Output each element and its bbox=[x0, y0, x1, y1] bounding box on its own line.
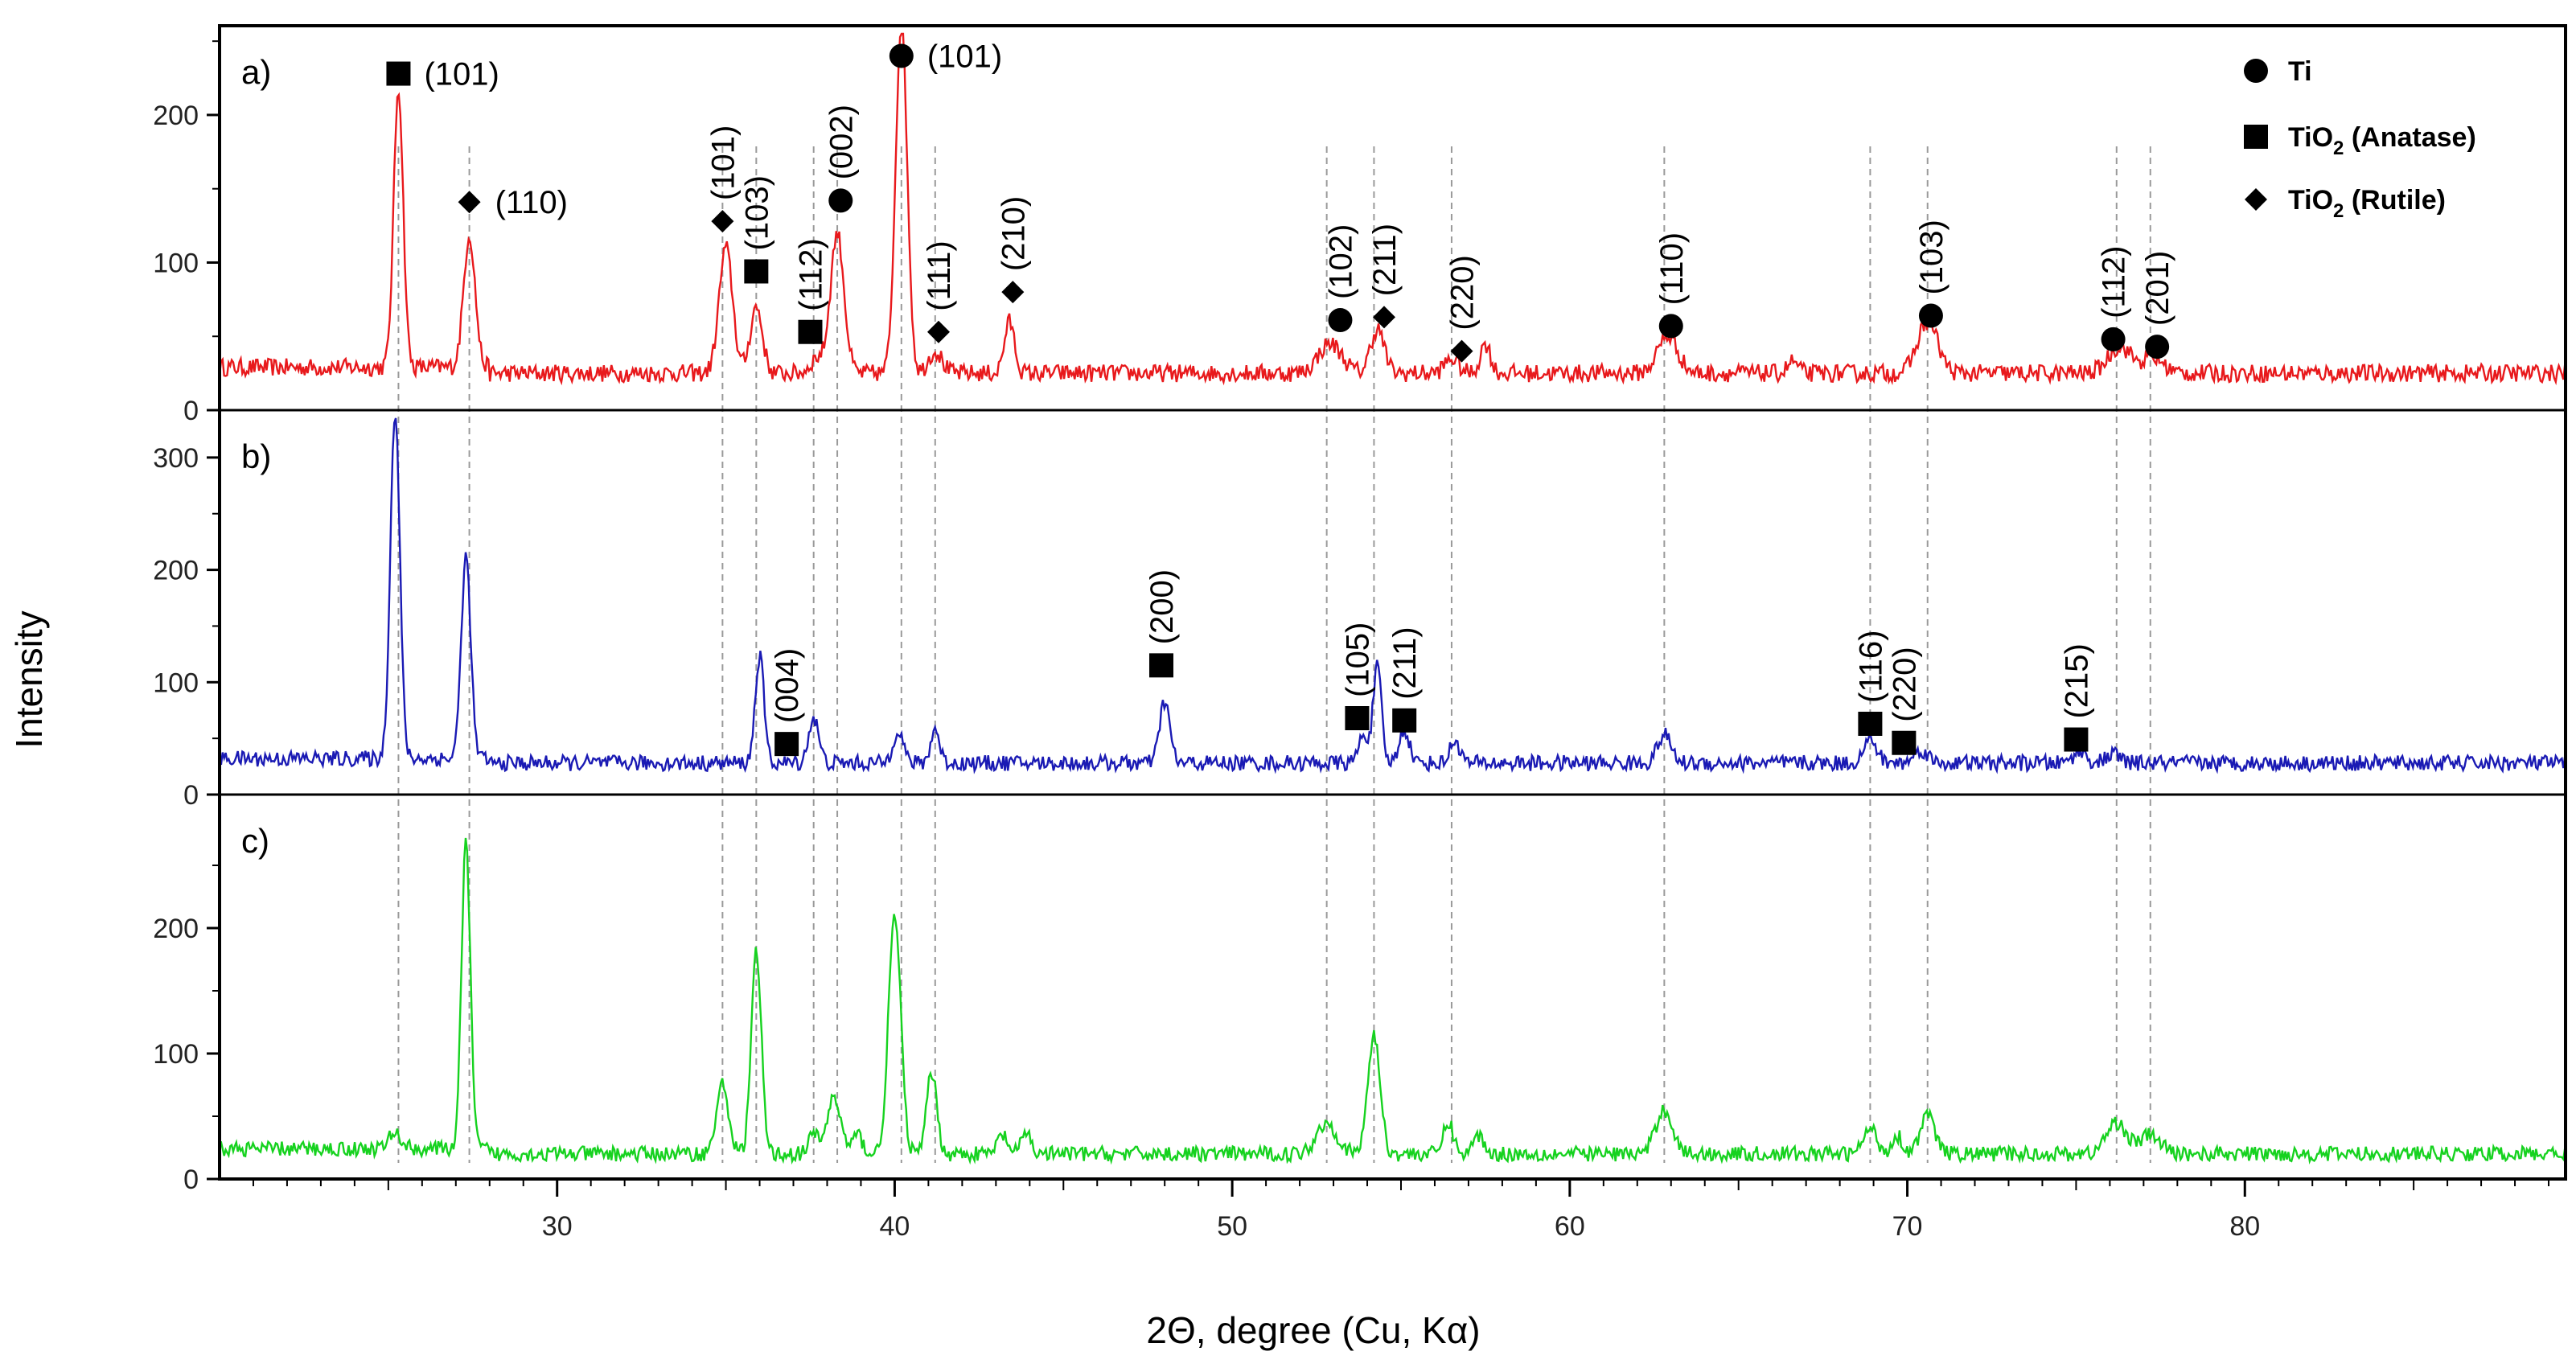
hkl-label: (116) bbox=[1853, 631, 1888, 703]
ti-marker bbox=[2101, 327, 2126, 351]
anatase-marker bbox=[744, 259, 769, 284]
spectrum-line bbox=[219, 837, 2566, 1165]
hkl-label: (200) bbox=[1144, 569, 1180, 644]
anatase-marker bbox=[798, 319, 823, 344]
y-tick-label: 0 bbox=[183, 396, 199, 426]
hkl-label: (110) bbox=[495, 185, 568, 220]
ti-marker bbox=[828, 188, 853, 213]
y-tick-label: 100 bbox=[153, 248, 199, 278]
hkl-label: (111) bbox=[922, 240, 957, 310]
hkl-label: (211) bbox=[1367, 224, 1403, 296]
y-axis-title: Intensity bbox=[8, 610, 50, 748]
legend-ti-marker bbox=[2244, 59, 2268, 83]
spectrum-line bbox=[218, 417, 2566, 774]
ti-marker bbox=[1328, 308, 1353, 333]
hkl-label: (101) bbox=[705, 125, 741, 200]
anatase-marker bbox=[386, 61, 411, 86]
x-tick-label: 30 bbox=[542, 1211, 573, 1242]
anatase-marker bbox=[1148, 653, 1173, 678]
ti-marker bbox=[1658, 314, 1683, 339]
anatase-marker bbox=[1392, 708, 1417, 733]
panel-label: b) bbox=[241, 437, 271, 475]
legend-label: Ti bbox=[2288, 56, 2312, 87]
anatase-marker bbox=[1345, 706, 1370, 731]
y-tick-label: 200 bbox=[153, 914, 199, 944]
rutile-marker bbox=[926, 320, 950, 343]
hkl-label: (102) bbox=[1323, 224, 1358, 299]
hkl-label: (112) bbox=[793, 238, 828, 310]
x-axis-title: 2Θ, degree (Cu, Kα) bbox=[1146, 1309, 1480, 1351]
x-tick-label: 70 bbox=[1892, 1211, 1923, 1242]
y-tick-label: 100 bbox=[153, 668, 199, 698]
hkl-label: (103) bbox=[1914, 220, 1949, 294]
legend-rutile-marker bbox=[2245, 188, 2267, 211]
reference-lines bbox=[397, 146, 2151, 1163]
x-tick-label: 60 bbox=[1555, 1211, 1585, 1242]
hkl-label: (004) bbox=[770, 648, 805, 723]
ti-marker bbox=[1918, 303, 1943, 328]
panel-1: 0 100 200 300 b) (004) (200) (105) (211) (116)(22… bbox=[153, 417, 2566, 811]
rutile-marker bbox=[1450, 339, 1473, 363]
panel-label: a) bbox=[241, 53, 271, 91]
x-tick-label: 40 bbox=[880, 1211, 910, 1242]
panel-label: c) bbox=[241, 822, 269, 860]
hkl-label: (101) bbox=[927, 39, 1002, 75]
y-tick-label: 200 bbox=[153, 556, 199, 586]
hkl-label: (101) bbox=[424, 57, 499, 92]
hkl-label: (110) bbox=[1654, 232, 1690, 305]
plot-frame bbox=[218, 24, 2567, 1181]
anatase-marker bbox=[1892, 730, 1917, 755]
y-tick-label: 300 bbox=[153, 443, 199, 474]
spectrum-line bbox=[218, 32, 2566, 386]
anatase-marker bbox=[2064, 727, 2089, 752]
hkl-label: (105) bbox=[1340, 622, 1375, 697]
hkl-label: (220) bbox=[1887, 647, 1922, 721]
hkl-label: (211) bbox=[1387, 626, 1423, 699]
hkl-label: (215) bbox=[2059, 643, 2094, 718]
hkl-label: (002) bbox=[824, 105, 859, 179]
y-tick-label: 0 bbox=[183, 780, 199, 811]
y-tick-label: 0 bbox=[183, 1165, 199, 1195]
rutile-marker bbox=[1373, 306, 1396, 329]
legend-label: TiO2 (Rutile) bbox=[2288, 185, 2446, 222]
ti-marker bbox=[889, 43, 914, 68]
rutile-marker bbox=[458, 191, 481, 214]
hkl-label: (220) bbox=[1445, 255, 1481, 330]
hkl-label: (201) bbox=[2140, 251, 2175, 326]
anatase-marker bbox=[774, 732, 799, 757]
hkl-label: (103) bbox=[739, 175, 774, 250]
legend: Ti TiO2 (Anatase) TiO2 (Rutile) bbox=[2244, 56, 2476, 222]
legend-label: TiO2 (Anatase) bbox=[2288, 122, 2476, 159]
anatase-marker bbox=[1858, 711, 1883, 736]
hkl-label: (112) bbox=[2097, 245, 2132, 318]
y-tick-label: 200 bbox=[153, 101, 199, 131]
rutile-marker bbox=[711, 210, 734, 233]
hkl-label: (210) bbox=[996, 196, 1031, 271]
rutile-marker bbox=[1001, 281, 1025, 304]
x-tick-label: 80 bbox=[2229, 1211, 2260, 1242]
x-tick-label: 50 bbox=[1217, 1211, 1247, 1242]
legend-anatase-marker bbox=[2244, 125, 2268, 149]
y-tick-label: 100 bbox=[153, 1039, 199, 1070]
panel-2: 0 100 200 c) bbox=[153, 822, 2566, 1195]
ti-marker bbox=[2145, 335, 2170, 359]
